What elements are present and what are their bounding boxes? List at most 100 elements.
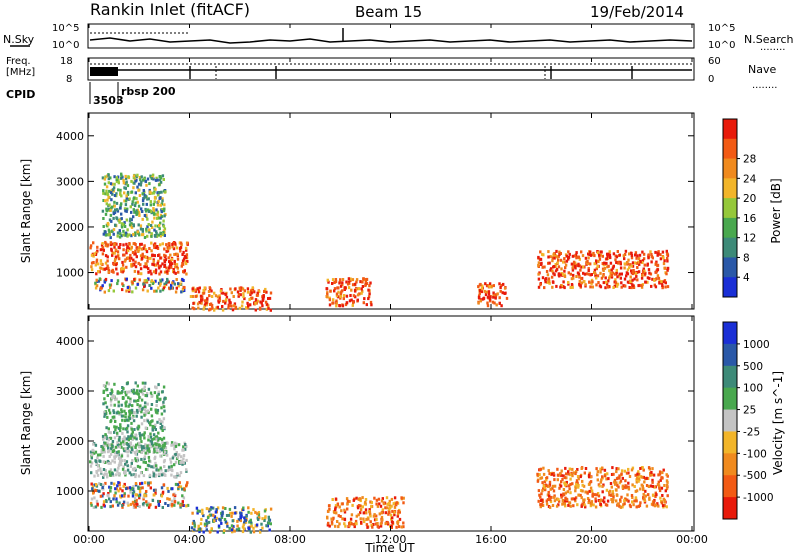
scatter-cell (142, 387, 145, 391)
scatter-cell (106, 198, 109, 202)
scatter-cell (134, 482, 138, 485)
scatter-cell (158, 266, 161, 270)
scatter-cell (92, 254, 95, 258)
colorbar-tick-label: 100 (743, 383, 763, 395)
scatter-cell (552, 271, 555, 275)
scatter-cell (149, 439, 152, 443)
scatter-cell (601, 475, 604, 479)
scatter-cell (160, 438, 164, 442)
scatter-cell (589, 273, 592, 277)
scatter-cell (221, 513, 224, 517)
scatter-cell (231, 530, 234, 534)
scatter-cell (122, 387, 125, 391)
scatter-cell (104, 469, 107, 473)
scatter-cell (402, 525, 405, 529)
scatter-cell (101, 494, 104, 498)
scatter-cell (105, 209, 108, 213)
scatter-cell (146, 208, 150, 212)
scatter-cell (261, 295, 264, 299)
scatter-cell (149, 203, 152, 207)
scatter-cell (156, 411, 159, 415)
scatter-cell (115, 267, 118, 271)
scatter-cell (572, 262, 576, 266)
scatter-cell (210, 506, 213, 510)
scatter-cell (618, 474, 621, 478)
scatter-cell (104, 441, 107, 445)
scatter-cell (605, 280, 608, 284)
scatter-cell (93, 483, 96, 487)
colorbar-segment (723, 158, 737, 179)
scatter-cell (374, 522, 378, 526)
scatter-cell (107, 438, 111, 442)
scatter-cell (123, 449, 126, 453)
scatter-cell (390, 524, 393, 528)
scatter-cell (116, 434, 119, 437)
scatter-cell (191, 289, 195, 293)
scatter-cell (163, 450, 167, 454)
scatter-cell (360, 291, 363, 295)
scatter-cell (243, 516, 246, 520)
scatter-cell (90, 461, 94, 465)
scatter-cell (107, 270, 110, 274)
scatter-cell (261, 304, 264, 308)
scatter-cell (258, 516, 261, 520)
scatter-cell (144, 494, 147, 498)
scatter-cell (375, 498, 379, 502)
scatter-cell (115, 397, 118, 401)
scatter-cell (641, 250, 644, 254)
scatter-cell (120, 174, 123, 178)
scatter-cell (631, 278, 634, 282)
scatter-cell (361, 496, 364, 500)
scatter-cell (252, 530, 256, 534)
scatter-cell (599, 467, 602, 471)
scatter-cell (158, 178, 162, 182)
scatter-cell (498, 282, 501, 286)
scatter-cell (540, 499, 543, 503)
scatter-cell (357, 497, 360, 501)
scatter-cell (134, 493, 138, 497)
scatter-cell (630, 264, 633, 268)
scatter-cell (191, 306, 194, 310)
scatter-cell (116, 208, 119, 212)
scatter-cell (585, 272, 589, 276)
scatter-cell (143, 457, 146, 461)
scatter-cell (161, 420, 164, 424)
scatter-cell (213, 291, 216, 295)
scatter-cell (547, 255, 550, 259)
scatter-cell (158, 283, 162, 287)
scatter-cell (664, 489, 667, 493)
scatter-cell (134, 249, 137, 253)
scatter-cell (344, 303, 348, 307)
scatter-cell (116, 484, 119, 488)
scatter-cell (163, 426, 166, 430)
scatter-cell (115, 473, 118, 477)
scatter-cell (220, 521, 223, 525)
scatter-cell (140, 175, 143, 179)
scatter-cell (135, 443, 138, 447)
scatter-cell (143, 385, 146, 389)
scatter-cell (118, 501, 121, 505)
scatter-cell (165, 249, 168, 253)
scatter-cell (133, 503, 136, 507)
scatter-cell (256, 512, 259, 516)
scatter-cell (134, 473, 137, 477)
scatter-cell (155, 230, 158, 234)
scatter-cell (221, 305, 224, 308)
scatter-cell (171, 281, 174, 285)
scatter-cell (553, 256, 556, 260)
scatter-cell (93, 474, 96, 478)
scatter-cell (178, 474, 181, 478)
scatter-cell (97, 468, 100, 472)
scatter-cell (609, 261, 613, 265)
scatter-cell (138, 441, 141, 445)
scatter-cell (231, 308, 235, 312)
scatter-cell (477, 301, 480, 305)
scatter-cell (615, 488, 618, 492)
scatter-cell (625, 485, 628, 489)
scatter-cell (388, 507, 391, 511)
scatter-cell (642, 496, 645, 500)
scatter-cell (143, 447, 146, 451)
scatter-cell (149, 200, 152, 204)
scatter-cell (637, 470, 640, 474)
scatter-cell (653, 283, 656, 287)
